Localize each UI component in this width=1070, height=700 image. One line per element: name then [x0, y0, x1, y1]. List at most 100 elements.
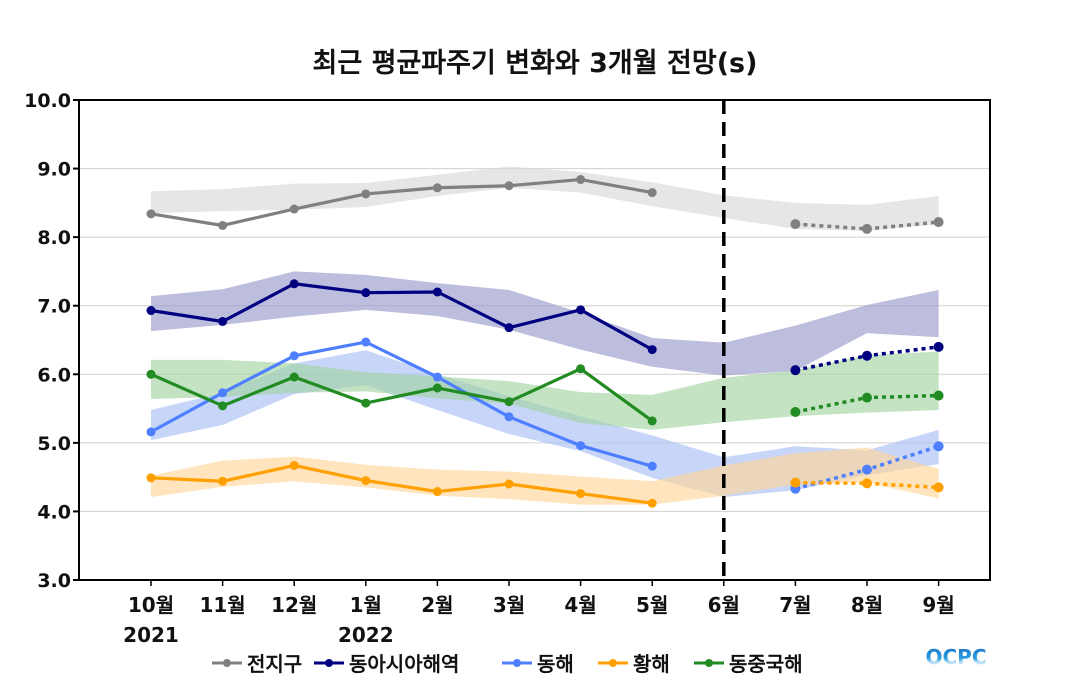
band-동중국해 — [151, 351, 939, 430]
chart-title: 최근 평균파주기 변화와 3개월 전망(s) — [313, 48, 758, 79]
point-동해 — [576, 441, 586, 451]
x-tick-label: 1월 — [350, 593, 382, 617]
point-황해 — [361, 476, 371, 486]
x-tick-label: 12월 — [271, 593, 317, 617]
point-동아시아해역 — [218, 316, 228, 326]
legend-item: 전지구 — [212, 652, 302, 676]
y-tick-label: 8.0 — [37, 227, 71, 249]
confidence-bands — [151, 166, 939, 505]
point-동중국해 — [647, 416, 657, 426]
x-tick-label: 10월 — [128, 593, 174, 617]
point-동아시아해역 — [504, 323, 514, 333]
point-동중국해 — [289, 372, 299, 382]
point-황해 — [218, 476, 228, 486]
legend-item: 황해 — [598, 652, 670, 676]
forecast-point-황해 — [790, 477, 801, 488]
point-동아시아해역 — [146, 306, 156, 316]
band-동아시아해역 — [151, 271, 939, 376]
point-동아시아해역 — [289, 279, 299, 289]
logo-text: OCPC — [925, 645, 986, 669]
point-전지구 — [361, 189, 371, 199]
point-동해 — [289, 351, 299, 361]
point-동중국해 — [218, 401, 228, 411]
forecast-point-동중국해 — [790, 407, 801, 417]
point-동해 — [146, 427, 156, 437]
point-동중국해 — [361, 398, 371, 408]
point-동해 — [361, 337, 371, 347]
point-동해 — [647, 461, 657, 471]
point-황해 — [647, 498, 657, 508]
legend-swatch-marker — [609, 659, 617, 667]
point-황해 — [432, 487, 442, 497]
x-tick-label: 11월 — [199, 593, 245, 617]
plot-frame — [78, 99, 991, 581]
forecast-point-황해 — [862, 478, 872, 489]
forecast-point-동중국해 — [862, 392, 872, 403]
y-tick-label: 5.0 — [37, 433, 71, 455]
point-동해 — [504, 412, 514, 422]
forecast-point-전지구 — [933, 217, 944, 228]
forecast-point-전지구 — [862, 223, 872, 234]
point-동아시아해역 — [361, 288, 371, 298]
point-동아시아해역 — [647, 345, 657, 355]
point-동중국해 — [146, 369, 156, 379]
point-황해 — [146, 473, 156, 483]
point-황해 — [289, 460, 299, 470]
forecast-point-동아시아해역 — [790, 365, 801, 376]
line-황해 — [150, 463, 653, 505]
point-동아시아해역 — [576, 305, 586, 315]
legend-swatch-marker — [325, 659, 333, 667]
legend-label: 황해 — [633, 652, 670, 676]
forecast-point-황해 — [933, 482, 944, 493]
point-동중국해 — [576, 364, 586, 374]
legend-item: 동해 — [502, 652, 574, 676]
point-전지구 — [289, 204, 299, 214]
y-tick-label: 10.0 — [24, 90, 71, 112]
x-tick-label: 9월 — [922, 593, 954, 617]
point-전지구 — [647, 188, 657, 198]
x-tick-label: 3월 — [493, 593, 525, 617]
legend-swatch-marker — [705, 659, 713, 667]
y-tick-label: 6.0 — [37, 364, 71, 386]
x-tick-label: 8월 — [851, 593, 883, 617]
point-동해 — [432, 372, 442, 382]
point-전지구 — [504, 181, 514, 191]
forecast-point-동해 — [933, 441, 944, 452]
legend: 전지구 동아시아해역 동해 황해 동중국해 — [212, 652, 803, 676]
line-전지구 — [150, 177, 653, 228]
legend-swatch-marker — [223, 659, 231, 667]
point-전지구 — [218, 220, 228, 230]
point-동해 — [218, 388, 228, 398]
band-황해 — [151, 447, 939, 505]
series-lines — [146, 175, 944, 508]
point-황해 — [504, 479, 514, 489]
forecast-point-동해 — [862, 464, 872, 475]
point-황해 — [576, 489, 586, 499]
forecast-point-전지구 — [790, 219, 801, 230]
legend-item: 동중국해 — [694, 652, 803, 676]
forecast-point-동중국해 — [933, 390, 944, 401]
band-전지구 — [151, 166, 939, 231]
y-axis: 3.0 4.0 5.0 6.0 7.0 8.0 9.0 10.0 — [24, 90, 79, 592]
point-전지구 — [432, 183, 442, 193]
x-tick-label: 5월 — [636, 593, 668, 617]
x-axis: 10월 11월 12월 1월 2월 3월 4월 5월 6월 7월 8월 9월 2021 2022 — [123, 580, 955, 647]
legend-label: 동해 — [537, 652, 574, 676]
x-tick-label: 4월 — [564, 593, 596, 617]
x-year-label: 2022 — [338, 623, 394, 647]
y-tick-label: 3.0 — [37, 570, 71, 592]
y-tick-label: 4.0 — [37, 501, 71, 523]
y-tick-label: 9.0 — [37, 159, 71, 181]
point-동중국해 — [432, 383, 442, 393]
legend-swatch-marker — [513, 659, 521, 667]
x-tick-label: 7월 — [779, 593, 811, 617]
point-동중국해 — [504, 397, 514, 407]
line-동중국해 — [150, 367, 654, 423]
point-전지구 — [576, 175, 586, 185]
legend-label: 동아시아해역 — [349, 652, 459, 676]
legend-item: 동아시아해역 — [314, 652, 459, 676]
legend-label: 동중국해 — [729, 652, 803, 676]
forecast-point-동아시아해역 — [933, 341, 944, 352]
forecast-point-동아시아해역 — [862, 350, 872, 361]
